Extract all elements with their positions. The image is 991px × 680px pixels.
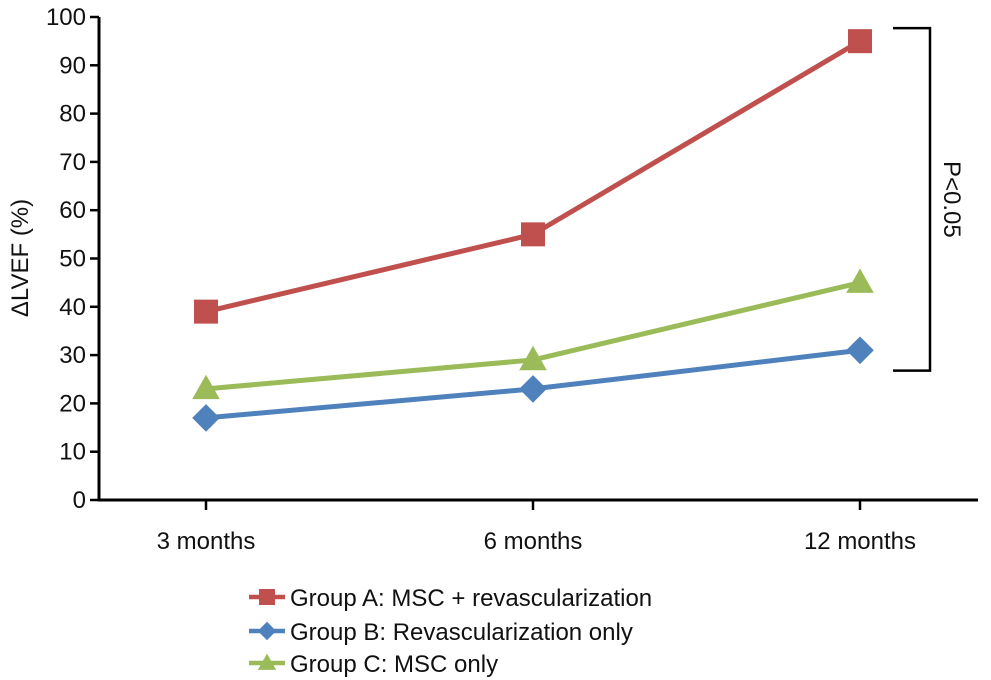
data-point [519, 375, 547, 403]
y-tick-label: 70 [59, 149, 86, 176]
legend-item: Group C: MSC only [249, 651, 498, 678]
data-point [521, 222, 545, 247]
bracket-line [893, 26, 932, 372]
y-axis-title: ΔLVEF (%) [7, 199, 34, 317]
significance-label: P<0.05 [938, 161, 965, 238]
legend-item: Group B: Revascularization only [249, 619, 633, 646]
x-axis-ticks: 3 months 6 months 12 months [157, 500, 916, 555]
y-tick-label: 0 [73, 487, 86, 514]
series-line [205, 38, 862, 315]
data-point [846, 268, 874, 293]
data-point [192, 374, 220, 400]
y-tick-label: 80 [59, 101, 86, 128]
series-a [194, 29, 872, 324]
y-tick-label: 50 [59, 246, 86, 273]
y-tick-label: 60 [59, 197, 86, 224]
y-tick-label: 20 [59, 390, 86, 417]
data-point [846, 336, 874, 365]
series-line [205, 280, 861, 392]
y-axis-ticks: 0 10 20 30 40 50 60 70 80 90 100 [46, 4, 99, 514]
x-tick-label: 12 months [804, 528, 916, 555]
data-point [259, 589, 275, 605]
data-point [194, 299, 218, 324]
legend: Group A: MSC + revascularization Group B:… [249, 585, 652, 678]
data-point [848, 29, 872, 54]
y-tick-label: 100 [46, 4, 86, 31]
data-point [257, 653, 277, 670]
series-c [192, 268, 874, 400]
y-tick-label: 10 [59, 439, 86, 466]
significance-bracket: P<0.05 [893, 26, 965, 372]
x-tick-label: 3 months [157, 528, 256, 555]
data-point [519, 345, 547, 371]
legend-label: Group A: MSC + revascularization [290, 585, 652, 612]
y-tick-label: 40 [59, 294, 86, 321]
y-tick-label: 90 [59, 52, 86, 79]
y-tick-label: 30 [59, 342, 86, 369]
legend-label: Group B: Revascularization only [290, 619, 633, 646]
x-tick-label: 6 months [484, 528, 583, 555]
axes [97, 17, 978, 502]
data-point [192, 404, 220, 432]
series-b [192, 336, 874, 432]
data-point [257, 621, 277, 641]
legend-item: Group A: MSC + revascularization [249, 585, 652, 612]
series-group [192, 29, 874, 432]
legend-label: Group C: MSC only [290, 651, 498, 678]
